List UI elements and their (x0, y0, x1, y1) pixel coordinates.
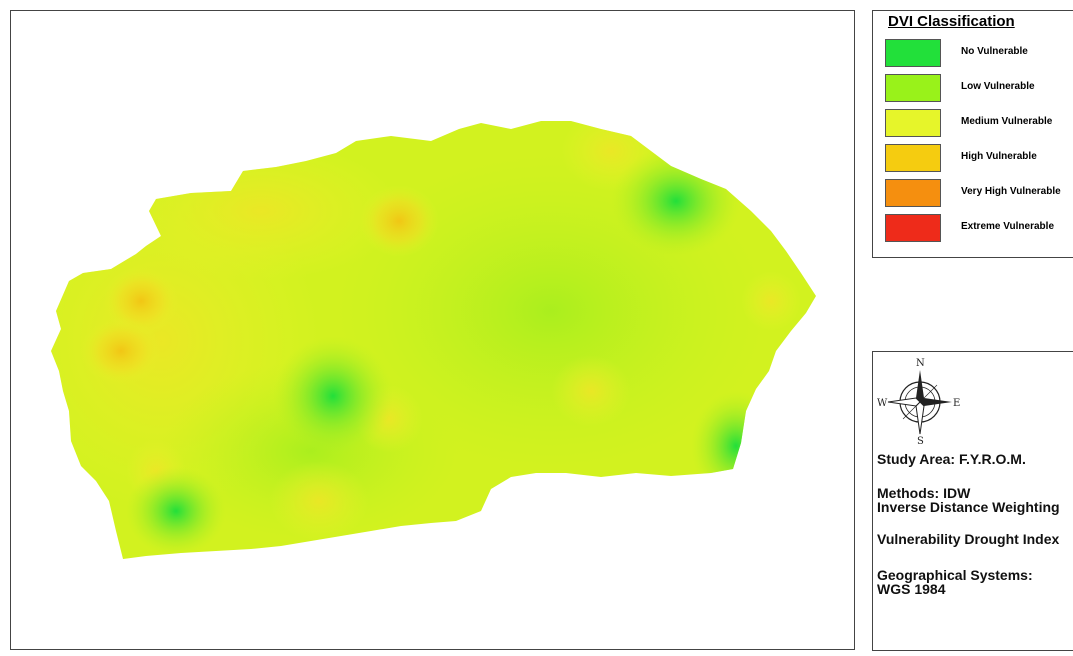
index-text: Vulnerability Drought Index (877, 531, 1060, 547)
legend-label: Extreme Vulnerable (961, 221, 1055, 232)
study-area-text: Study Area: F.Y.R.O.M. (877, 451, 1026, 467)
compass-s: S (917, 436, 924, 446)
geo-system-value: WGS 1984 (877, 581, 946, 597)
compass-n: N (916, 358, 925, 369)
legend-item-no-vulnerable: No Vulnerable (885, 39, 1073, 69)
legend-item-low-vulnerable: Low Vulnerable (885, 74, 1073, 104)
compass-rose-icon: N S W E (877, 358, 960, 446)
legend: DVI Classification No Vulnerable Low Vul… (872, 10, 1073, 258)
legend-item-high-vulnerable: High Vulnerable (885, 144, 1073, 174)
info-panel: N S W E Study Area: F.Y.R.O.M. Methods: … (872, 351, 1073, 651)
methods-detail-text: Inverse Distance Weighting (877, 499, 1060, 515)
legend-label: Very High Vulnerable (961, 186, 1061, 197)
compass-e: E (953, 398, 960, 409)
legend-swatch (885, 109, 941, 137)
legend-item-extreme-vulnerable: Extreme Vulnerable (885, 214, 1073, 244)
legend-item-very-high-vulnerable: Very High Vulnerable (885, 179, 1073, 209)
legend-swatch (885, 74, 941, 102)
geo-system-label: Geographical Systems: (877, 567, 1033, 583)
map-frame (10, 10, 855, 650)
legend-label: Low Vulnerable (961, 81, 1035, 92)
legend-swatch (885, 214, 941, 242)
legend-swatch (885, 179, 941, 207)
methods-text: Methods: IDW (877, 485, 971, 501)
country-surface (51, 121, 816, 559)
legend-swatch (885, 144, 941, 172)
legend-item-medium-vulnerable: Medium Vulnerable (885, 109, 1073, 139)
legend-label: High Vulnerable (961, 151, 1037, 162)
compass-w: W (877, 398, 888, 409)
legend-label: Medium Vulnerable (961, 116, 1053, 127)
legend-swatch (885, 39, 941, 67)
legend-title: DVI Classification (888, 13, 1015, 30)
legend-label: No Vulnerable (961, 46, 1028, 57)
dvi-map[interactable] (11, 11, 856, 651)
